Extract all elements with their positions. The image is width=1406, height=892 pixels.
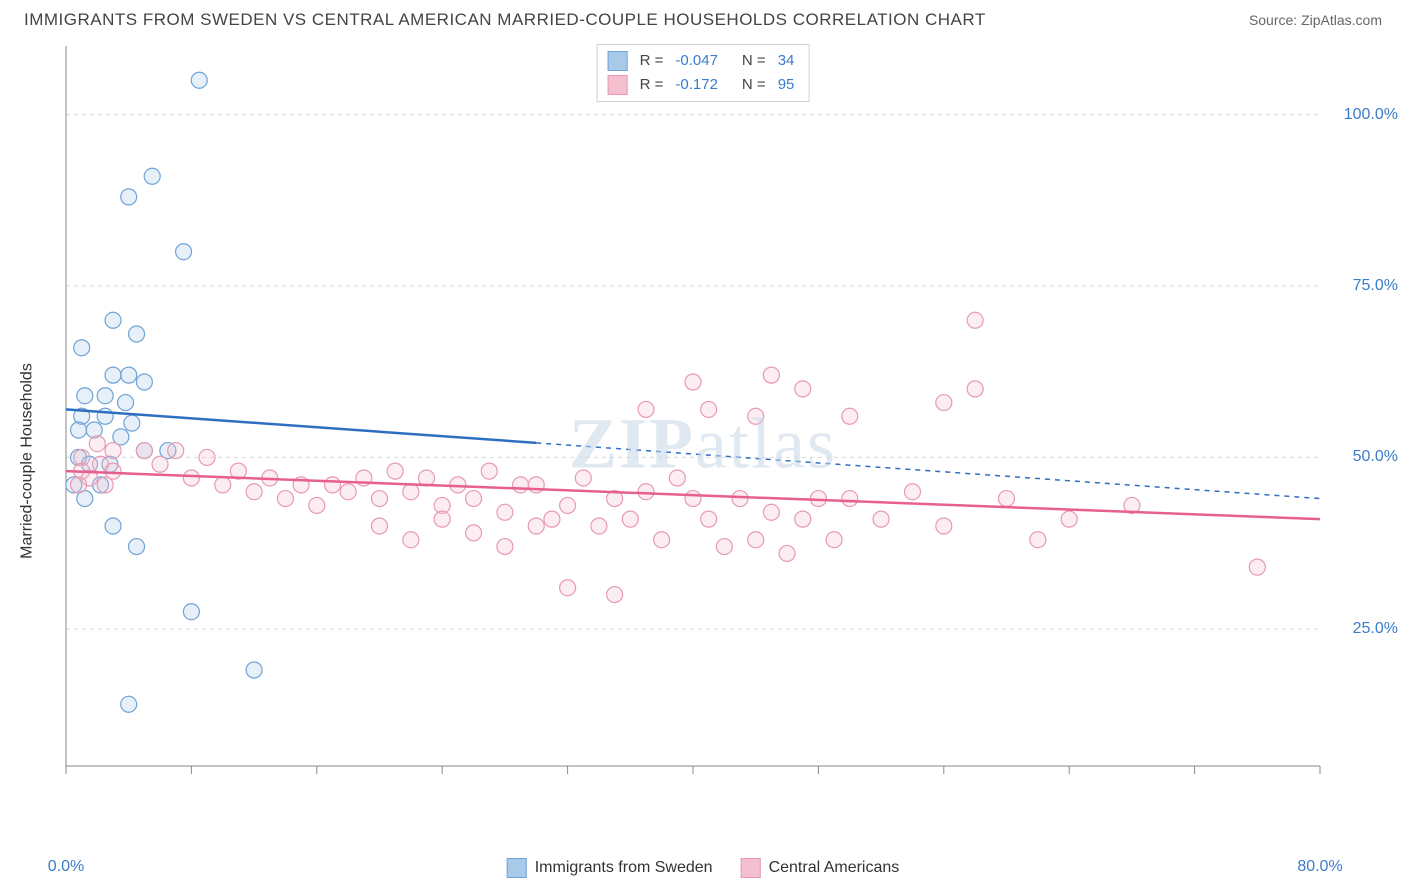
r-label: R =	[640, 73, 664, 97]
scatter-plot	[50, 36, 1370, 836]
legend-swatch	[741, 858, 761, 878]
y-tick-label: 75.0%	[1353, 277, 1398, 295]
y-tick-label: 50.0%	[1353, 448, 1398, 466]
legend-item: Central Americans	[741, 858, 900, 878]
y-axis-label: Married-couple Households	[19, 363, 37, 559]
r-value-sweden: -0.047	[675, 49, 718, 73]
r-value-central: -0.172	[675, 73, 718, 97]
n-value-central: 95	[778, 73, 795, 97]
correlation-legend: R = -0.047 N = 34 R = -0.172 N = 95	[597, 44, 810, 102]
n-label: N =	[742, 73, 766, 97]
y-tick-label: 100.0%	[1344, 106, 1398, 124]
series-legend: Immigrants from Sweden Central Americans	[507, 858, 900, 878]
legend-row-central: R = -0.172 N = 95	[608, 73, 799, 97]
source-attribution: Source: ZipAtlas.com	[1249, 12, 1382, 28]
legend-label: Immigrants from Sweden	[535, 859, 713, 877]
legend-swatch	[507, 858, 527, 878]
x-tick-label: 0.0%	[48, 858, 84, 876]
y-tick-label: 25.0%	[1353, 620, 1398, 638]
chart-container: Married-couple Households ZIPatlas R = -…	[0, 36, 1406, 886]
swatch-sweden	[608, 51, 628, 71]
legend-item: Immigrants from Sweden	[507, 858, 713, 878]
n-label: N =	[742, 49, 766, 73]
legend-row-sweden: R = -0.047 N = 34	[608, 49, 799, 73]
x-tick-label: 80.0%	[1297, 858, 1342, 876]
chart-title: IMMIGRANTS FROM SWEDEN VS CENTRAL AMERIC…	[24, 10, 986, 30]
legend-label: Central Americans	[769, 859, 900, 877]
n-value-sweden: 34	[778, 49, 795, 73]
r-label: R =	[640, 49, 664, 73]
swatch-central	[608, 75, 628, 95]
